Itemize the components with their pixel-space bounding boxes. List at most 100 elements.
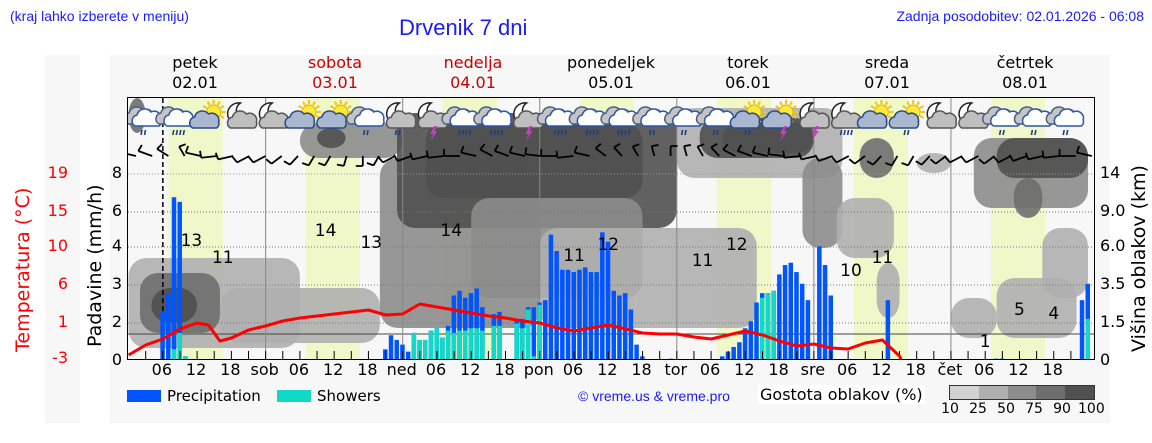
wind-barb-icon <box>594 143 607 157</box>
temperature-label: 12 <box>726 235 748 255</box>
x-tick: 18 <box>631 360 652 379</box>
density-tick: 50 <box>997 401 1015 417</box>
cloud-light-rain-icon <box>1045 106 1085 136</box>
x-tick: 12 <box>734 360 755 379</box>
day-header-6: četrtek 08.01 <box>965 53 1085 93</box>
x-tick: tor <box>664 360 688 379</box>
density-tick: 75 <box>1025 401 1043 417</box>
x-tick: 06 <box>836 360 858 379</box>
wind-barb-icon <box>993 155 1012 164</box>
x-tick: 18 <box>494 360 515 379</box>
wind-barb-icon <box>199 150 218 159</box>
temperature-label: 4 <box>1048 304 1059 324</box>
temperature-label: 11 <box>872 248 894 268</box>
wind-barb-icon <box>915 155 931 166</box>
wind-barb-icon <box>425 150 444 159</box>
cloud-height-axis-label: Višina oblakov (km) <box>1128 165 1150 352</box>
moon-cloud-icon <box>258 102 290 129</box>
wind-barb-icon <box>798 152 817 161</box>
precipitation-legend-label: Precipitation <box>167 387 261 405</box>
x-tick: 12 <box>597 360 618 379</box>
x-tick: ned <box>386 360 417 379</box>
cloud-height-tick: 14 <box>1100 163 1121 182</box>
day-date: 02.01 <box>172 73 218 92</box>
wind-barb-icon <box>178 143 187 157</box>
temperature-label: 12 <box>597 235 619 255</box>
page-title: Drvenik 7 dni <box>399 15 528 40</box>
wind-barb-icon <box>301 155 315 167</box>
cloud-heavy-rain-icon <box>600 106 640 136</box>
day-date: 08.01 <box>1002 73 1048 92</box>
x-tick: 12 <box>1008 360 1029 379</box>
wind-barb-icon <box>128 153 137 157</box>
day-header-3: ponedeljek 05.01 <box>551 53 671 93</box>
cloud-height-tick: 0 <box>1100 350 1111 369</box>
region-hint[interactable]: (kraj lahko izberete v meniju) <box>10 8 189 24</box>
moon-cloud-storm-icon <box>799 102 830 141</box>
x-tick: 06 <box>699 360 721 379</box>
wind-barb-icon <box>460 145 477 157</box>
temperature-tick: -3 <box>52 348 68 367</box>
precipitation-swatch <box>127 390 161 402</box>
wind-barb-icon <box>377 155 396 164</box>
day-name: sreda <box>864 53 910 72</box>
moon-cloud-icon <box>926 102 958 129</box>
wind-barb-icon <box>736 144 752 157</box>
wind-barb-icon <box>901 155 915 167</box>
temperature-tick: 6 <box>57 274 68 293</box>
wind-barb-icon <box>1008 154 1028 162</box>
wind-barb-icon <box>137 144 153 157</box>
wind-barb-icon <box>184 145 201 157</box>
wind-barb-icon <box>318 155 332 167</box>
wind-barb-icon <box>710 143 720 157</box>
temperature-tick: 1 <box>57 312 68 331</box>
x-tick: 06 <box>288 360 310 379</box>
sun-cloud-rain-icon <box>888 100 926 136</box>
sun-cloud-icon <box>856 100 894 129</box>
day-date: 03.01 <box>312 73 358 92</box>
temperature-label: 1 <box>980 332 991 352</box>
moon-cloud-heavy-rain-icon <box>831 102 862 136</box>
x-tick: 12 <box>871 360 892 379</box>
wind-barb-icon <box>248 155 267 164</box>
day-name: torek <box>727 53 769 72</box>
temperature-tick: 10 <box>47 236 68 255</box>
day-date: 07.01 <box>864 73 910 92</box>
wind-barb-icon <box>555 150 574 159</box>
wind-barb-icon <box>1075 145 1092 157</box>
day-header-5: sreda 07.01 <box>827 53 947 93</box>
wind-barb-icon <box>650 144 659 157</box>
x-tick: 12 <box>322 360 344 379</box>
moon-cloud-icon <box>958 102 989 129</box>
cloud-height-tick: 3.5 <box>1100 274 1126 293</box>
density-tick: 25 <box>969 401 987 417</box>
wind-barb-icon <box>508 145 525 157</box>
temperature-tick: 15 <box>47 201 68 220</box>
wind-barb-icon <box>814 154 833 162</box>
showers-legend-label: Showers <box>317 387 381 405</box>
wind-barb-icon <box>669 145 678 156</box>
showers-swatch <box>277 390 311 402</box>
wind-barb-icon <box>751 145 768 157</box>
copyright-link[interactable]: © vreme.us & vreme.pro <box>578 388 730 404</box>
day-name: petek <box>172 53 218 72</box>
cloud-heavy-rain-icon <box>568 106 608 136</box>
x-tick: 06 <box>425 360 447 379</box>
temperature-label: 5 <box>1014 300 1025 320</box>
wind-barb-icon <box>866 155 882 166</box>
wind-barb-icon <box>683 144 692 157</box>
day-header-1: sobota 03.01 <box>275 53 395 93</box>
sun-cloud-storm-icon <box>761 100 798 141</box>
x-tick: 12 <box>185 360 207 379</box>
x-tick: 18 <box>220 360 241 379</box>
wind-barb-icon <box>393 154 412 162</box>
cloud-heavy-rain-icon <box>473 106 512 136</box>
day-header-0: petek 02.01 <box>135 53 255 93</box>
temperature-label: 14 <box>315 221 337 241</box>
cloud-heavy-rain-icon <box>536 106 576 136</box>
precip-tick: 3 <box>111 274 122 293</box>
wind-barb-icon <box>524 147 542 157</box>
day-date: 06.01 <box>725 73 771 92</box>
x-tick: 06 <box>974 360 995 379</box>
x-tick: 12 <box>460 360 481 379</box>
